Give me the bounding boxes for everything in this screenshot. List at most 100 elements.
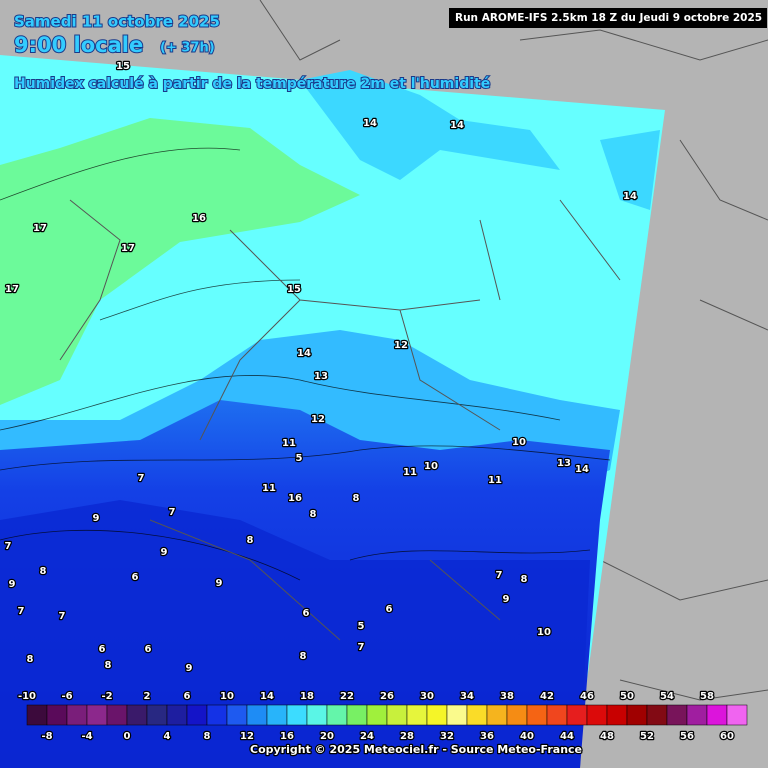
legend-swatch <box>526 704 548 726</box>
contour-label: 14 <box>450 120 464 131</box>
legend-swatch <box>286 704 308 726</box>
legend-swatch <box>306 704 328 726</box>
contour-label: 16 <box>192 213 206 224</box>
contour-label: 7 <box>59 611 66 622</box>
map-date: Samedi 11 octobre 2025 <box>14 13 220 31</box>
legend-swatch <box>486 704 508 726</box>
legend-label: 36 <box>480 731 494 742</box>
legend-swatch <box>626 704 648 726</box>
legend-swatch <box>346 704 368 726</box>
contour-label: 8 <box>247 535 254 546</box>
zone-8 <box>0 500 590 768</box>
legend-label: -4 <box>81 731 92 742</box>
contour-label: 17 <box>33 223 47 234</box>
legend-swatch <box>366 704 388 726</box>
contour-label: 6 <box>132 572 139 583</box>
legend-label: 50 <box>620 691 634 702</box>
contour-label: 11 <box>262 483 276 494</box>
color-legend: -10-8-6-4-202468101214161820222426283032… <box>17 690 748 743</box>
legend-swatch <box>426 704 448 726</box>
contour-label: 9 <box>161 547 168 558</box>
contour-label: 13 <box>314 371 328 382</box>
contour-label: 5 <box>296 453 303 464</box>
legend-swatch <box>146 704 168 726</box>
contour-label: 12 <box>394 340 408 351</box>
map-parameter: Humidex calculé à partir de la températu… <box>14 76 490 92</box>
legend-swatch <box>606 704 628 726</box>
legend-label: 48 <box>600 731 614 742</box>
contour-label: 14 <box>575 464 589 475</box>
contour-label: 9 <box>93 513 100 524</box>
legend-swatch <box>386 704 408 726</box>
legend-label: 42 <box>540 691 554 702</box>
map-lead: (+ 37h) <box>160 41 215 56</box>
contour-label: 9 <box>9 579 16 590</box>
legend-swatch <box>466 704 488 726</box>
contour-label: 7 <box>169 507 176 518</box>
contour-label: 6 <box>303 608 310 619</box>
legend-swatch <box>706 704 728 726</box>
legend-swatch <box>566 704 588 726</box>
legend-swatch <box>226 704 248 726</box>
legend-label: 0 <box>124 731 131 742</box>
contour-label: 8 <box>310 509 317 520</box>
copyright: Copyright © 2025 Meteociel.fr - Source M… <box>250 743 582 756</box>
legend-label: 24 <box>360 731 374 742</box>
contour-label: 10 <box>537 627 551 638</box>
contour-label: 17 <box>121 243 135 254</box>
legend-label: 16 <box>280 731 294 742</box>
legend-label: 56 <box>680 731 694 742</box>
legend-swatch <box>246 704 268 726</box>
contour-label: 8 <box>40 566 47 577</box>
legend-label: 2 <box>144 691 151 702</box>
legend-label: 54 <box>660 691 674 702</box>
legend-swatch <box>406 704 428 726</box>
legend-swatch <box>86 704 108 726</box>
legend-swatch <box>46 704 68 726</box>
legend-swatch <box>186 704 208 726</box>
legend-swatch <box>726 704 748 726</box>
zone-14 <box>300 70 560 180</box>
zone-17 <box>0 118 360 405</box>
borders-outside <box>259 0 768 701</box>
legend-label: 30 <box>420 691 434 702</box>
run-info: Run AROME-IFS 2.5km 18 Z du Jeudi 9 octo… <box>455 12 762 24</box>
legend-label: 44 <box>560 731 574 742</box>
run-box <box>449 8 767 28</box>
contour-label: 6 <box>145 644 152 655</box>
legend-label: 26 <box>380 691 394 702</box>
contour-label: 7 <box>358 642 365 653</box>
legend-label: 60 <box>720 731 734 742</box>
contour-label: 8 <box>105 660 112 671</box>
contour-label: 6 <box>386 604 393 615</box>
legend-swatch <box>106 704 128 726</box>
legend-swatch <box>206 704 228 726</box>
contour-label: 12 <box>311 414 325 425</box>
legend-swatch <box>506 704 528 726</box>
contour-label: 13 <box>557 458 571 469</box>
legend-swatch <box>546 704 568 726</box>
contour-label: 7 <box>496 570 503 581</box>
legend-swatch <box>166 704 188 726</box>
contour-label: 10 <box>512 437 526 448</box>
legend-label: 46 <box>580 691 594 702</box>
legend-label: 28 <box>400 731 414 742</box>
legend-swatch <box>266 704 288 726</box>
legend-swatch <box>66 704 88 726</box>
contour-label: 15 <box>116 61 130 72</box>
map-time: 9:00 locale <box>14 33 143 57</box>
legend-swatch <box>666 704 688 726</box>
contour-label: 14 <box>363 118 377 129</box>
legend-swatch <box>26 704 48 726</box>
contour-label: 8 <box>521 574 528 585</box>
contour-label: 11 <box>488 475 502 486</box>
legend-label: 10 <box>220 691 234 702</box>
contour-label: 8 <box>27 654 34 665</box>
legend-swatch <box>586 704 608 726</box>
legend-label: 8 <box>204 731 211 742</box>
legend-label: -2 <box>101 691 112 702</box>
legend-label: 38 <box>500 691 514 702</box>
